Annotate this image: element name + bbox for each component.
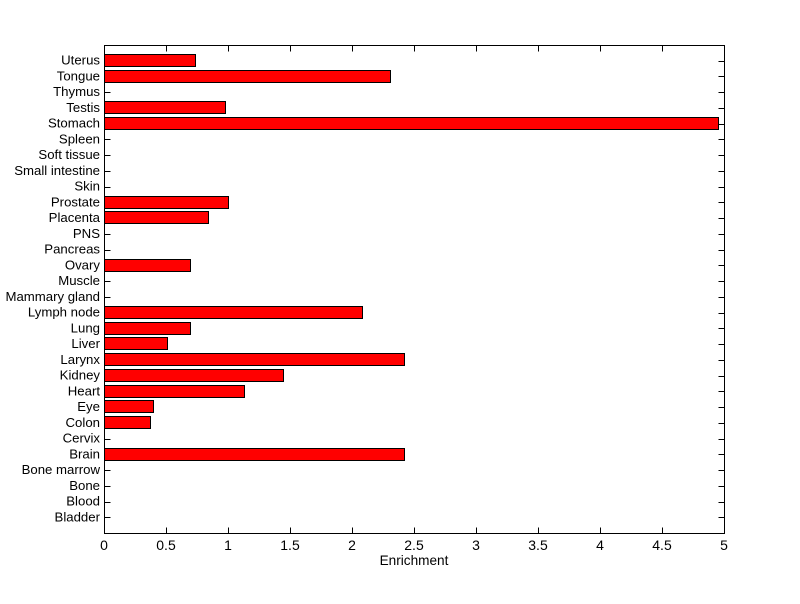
svg-text:Ovary: Ovary: [65, 257, 101, 272]
svg-text:PNS: PNS: [73, 226, 100, 241]
svg-text:1.5: 1.5: [280, 537, 300, 553]
svg-text:Heart: Heart: [68, 383, 101, 398]
svg-text:Bone: Bone: [69, 478, 100, 493]
svg-text:Muscle: Muscle: [58, 273, 100, 288]
svg-text:Bladder: Bladder: [55, 509, 101, 524]
svg-text:Larynx: Larynx: [60, 352, 100, 367]
svg-text:4: 4: [596, 537, 604, 553]
svg-text:Placenta: Placenta: [49, 210, 101, 225]
svg-text:3.5: 3.5: [528, 537, 548, 553]
svg-text:1: 1: [224, 537, 232, 553]
svg-text:Stomach: Stomach: [48, 116, 100, 131]
svg-text:Small intestine: Small intestine: [14, 163, 100, 178]
svg-text:Colon: Colon: [66, 415, 100, 430]
svg-text:4.5: 4.5: [652, 537, 672, 553]
svg-text:Lymph node: Lymph node: [28, 305, 100, 320]
svg-text:2.5: 2.5: [404, 537, 424, 553]
svg-text:Uterus: Uterus: [61, 53, 100, 68]
svg-text:Blood: Blood: [66, 494, 100, 509]
svg-text:Prostate: Prostate: [51, 194, 100, 209]
svg-text:Thymus: Thymus: [53, 84, 100, 99]
svg-text:Spleen: Spleen: [59, 132, 100, 147]
svg-text:Liver: Liver: [71, 336, 100, 351]
svg-text:0: 0: [100, 537, 108, 553]
svg-text:5: 5: [720, 537, 728, 553]
svg-text:Soft tissue: Soft tissue: [38, 147, 100, 162]
svg-text:0.5: 0.5: [156, 537, 176, 553]
svg-text:Skin: Skin: [74, 179, 100, 194]
svg-text:Brain: Brain: [69, 446, 100, 461]
svg-text:Cervix: Cervix: [63, 431, 101, 446]
svg-text:Tongue: Tongue: [57, 69, 100, 84]
svg-text:Bone marrow: Bone marrow: [22, 462, 101, 477]
svg-text:2: 2: [348, 537, 356, 553]
svg-text:Kidney: Kidney: [60, 368, 101, 383]
svg-text:Lung: Lung: [71, 320, 100, 335]
svg-text:Mammary gland: Mammary gland: [5, 289, 100, 304]
svg-text:Pancreas: Pancreas: [44, 242, 100, 257]
svg-text:Eye: Eye: [77, 399, 100, 414]
svg-text:3: 3: [472, 537, 480, 553]
svg-text:Enrichment: Enrichment: [380, 553, 449, 568]
svg-text:Testis: Testis: [66, 100, 100, 115]
